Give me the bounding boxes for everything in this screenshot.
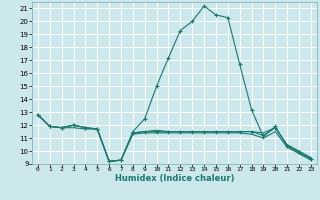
X-axis label: Humidex (Indice chaleur): Humidex (Indice chaleur) [115,174,234,183]
